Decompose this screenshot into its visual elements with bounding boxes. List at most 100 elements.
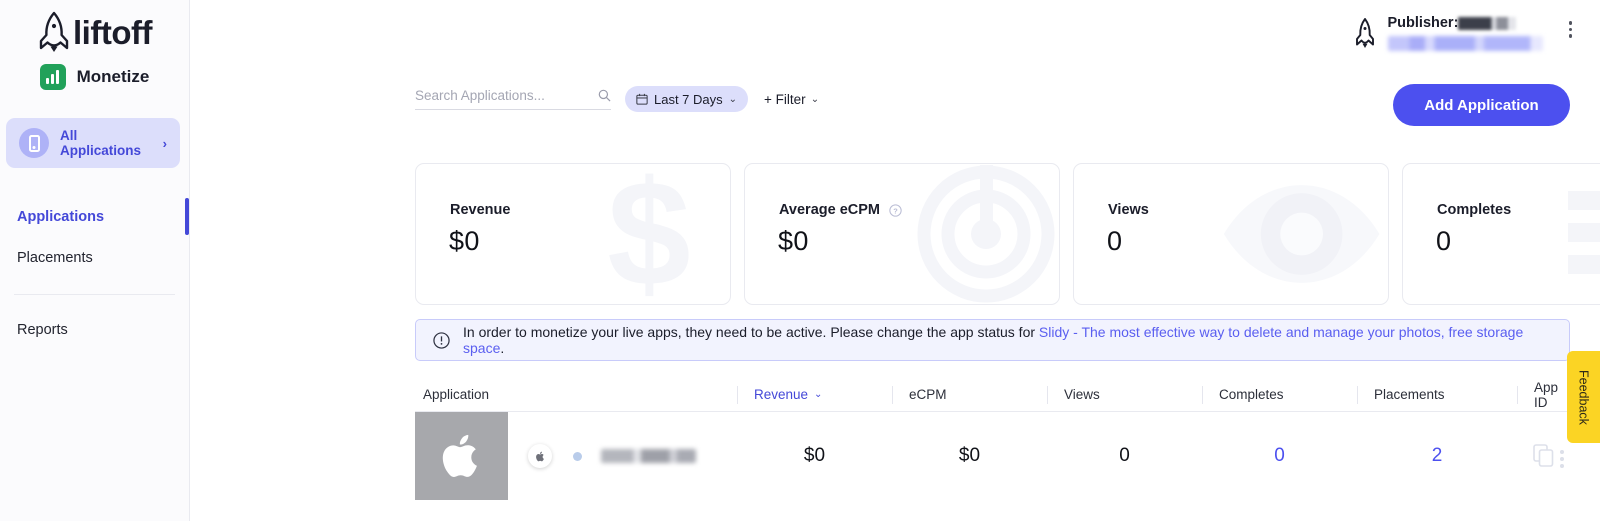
- date-range-label: Last 7 Days: [654, 91, 723, 107]
- apple-logo-icon: [442, 434, 477, 477]
- search-box[interactable]: [415, 88, 611, 110]
- search-icon[interactable]: [598, 89, 611, 102]
- sidebar-item-label: Reports: [17, 321, 68, 338]
- row-more-vertical-icon[interactable]: [1560, 450, 1564, 468]
- column-header-application[interactable]: Application: [423, 387, 490, 402]
- column-header-completes[interactable]: Completes: [1202, 385, 1357, 404]
- all-applications-label: All Applications: [60, 128, 142, 158]
- card-value: 0: [1436, 226, 1452, 256]
- column-header-revenue[interactable]: Revenue ⌄: [737, 385, 892, 404]
- main-content: Publisher:: [190, 0, 1600, 521]
- product-switcher[interactable]: Monetize: [0, 64, 189, 90]
- app-thumbnail: [415, 412, 508, 500]
- cell-ecpm: $0: [958, 445, 981, 466]
- chevron-down-icon: ⌄: [810, 93, 820, 105]
- platform-badge: [528, 444, 552, 468]
- sidebar: liftoff Monetize All Applications › Appl…: [0, 0, 190, 521]
- metric-card-revenue: $ Revenue $0: [415, 163, 731, 305]
- chevron-right-icon: ›: [162, 135, 167, 151]
- publisher-text: Publisher:: [1387, 9, 1543, 51]
- app-name-redacted: [601, 449, 696, 463]
- metric-cards: $ Revenue $0 Avera: [415, 163, 1600, 305]
- cell-application: [415, 412, 737, 500]
- sidebar-item-reports[interactable]: Reports: [0, 309, 189, 350]
- column-header-views[interactable]: Views: [1047, 385, 1202, 404]
- question-circle-icon[interactable]: ?: [889, 203, 902, 217]
- feedback-tab[interactable]: Feedback: [1567, 351, 1600, 443]
- cell-placements[interactable]: 2: [1431, 445, 1443, 466]
- sidebar-divider: [14, 294, 175, 295]
- metric-card-average-ecpm: Average eCPM ? $0: [744, 163, 1060, 305]
- filter-button[interactable]: + Filter ⌄: [764, 92, 819, 107]
- card-value: 0: [1107, 226, 1123, 256]
- cell-completes[interactable]: 0: [1274, 445, 1285, 466]
- alert-app-link[interactable]: Slidy - The most effective way to delete…: [463, 324, 1524, 356]
- status-alert-banner: In order to monetize your live apps, the…: [415, 319, 1570, 361]
- metric-card-completes: Completes 0: [1402, 163, 1600, 305]
- sidebar-nav: Applications Placements Reports: [0, 196, 189, 350]
- svg-text:$: $: [607, 167, 690, 302]
- table-header-divider: [415, 411, 1570, 412]
- calendar-icon: [636, 93, 648, 105]
- rocket-icon: [1355, 18, 1374, 48]
- column-header-app-id[interactable]: App ID: [1517, 380, 1570, 410]
- apple-logo-icon: [535, 451, 544, 461]
- rocket-icon: [39, 11, 69, 52]
- column-header-ecpm[interactable]: eCPM: [892, 385, 1047, 404]
- more-vertical-icon[interactable]: [1568, 21, 1572, 38]
- copy-icon[interactable]: [1532, 444, 1555, 468]
- brand-logo[interactable]: liftoff: [0, 0, 189, 56]
- chevron-down-icon: ⌄: [814, 389, 823, 400]
- card-title: Revenue: [450, 202, 510, 218]
- alert-text-before: In order to monetize your live apps, the…: [463, 324, 1039, 340]
- product-label: Monetize: [76, 67, 150, 86]
- toolbar: Last 7 Days ⌄ + Filter ⌄: [415, 86, 1570, 112]
- card-title-text: Revenue: [450, 202, 511, 218]
- bar-chart-icon: [39, 64, 66, 90]
- publisher-label: Publisher:: [1387, 15, 1459, 31]
- alert-text-after: .: [500, 340, 505, 356]
- brand-name: liftoff: [73, 13, 152, 51]
- target-watermark: [890, 164, 1059, 304]
- sidebar-item-label: Placements: [17, 249, 93, 266]
- publisher-info[interactable]: Publisher:: [1354, 9, 1572, 51]
- card-title-text: Views: [1108, 202, 1149, 218]
- card-title: Completes: [1437, 202, 1511, 218]
- sidebar-item-all-applications[interactable]: All Applications ›: [6, 118, 180, 168]
- publisher-name-redacted: [1458, 16, 1517, 30]
- alert-text: In order to monetize your live apps, the…: [463, 324, 1552, 356]
- sidebar-item-label: Applications: [17, 208, 105, 225]
- dollar-sign-watermark: $: [561, 164, 730, 304]
- date-range-picker[interactable]: Last 7 Days ⌄: [625, 86, 749, 112]
- applications-table: Application Revenue ⌄ eCPM Views Complet…: [415, 378, 1570, 500]
- card-value: $0: [778, 226, 809, 256]
- table-row[interactable]: $0 $0 0 0 2: [415, 412, 1570, 500]
- card-title: Average eCPM ?: [779, 202, 902, 218]
- cell-views: 0: [1119, 445, 1130, 466]
- card-title: Views: [1108, 202, 1149, 218]
- table-header-row: Application Revenue ⌄ eCPM Views Complet…: [415, 378, 1570, 411]
- search-input[interactable]: [415, 88, 598, 103]
- column-header-placements[interactable]: Placements: [1357, 385, 1517, 404]
- card-value: $0: [449, 226, 480, 256]
- svg-text:?: ?: [893, 206, 898, 215]
- sidebar-item-applications[interactable]: Applications: [0, 196, 189, 237]
- checklist-watermark: [1548, 164, 1600, 304]
- cell-app-id: [1517, 412, 1570, 500]
- metric-card-views: Views 0: [1073, 163, 1389, 305]
- sidebar-item-placements[interactable]: Placements: [0, 237, 189, 278]
- publisher-account-redacted: [1387, 36, 1543, 51]
- topbar: Publisher:: [190, 0, 1600, 66]
- card-title-text: Completes: [1437, 202, 1512, 218]
- add-application-button[interactable]: Add Application: [1393, 84, 1570, 126]
- status-dot: [573, 451, 582, 461]
- filter-label: + Filter: [764, 91, 806, 107]
- eye-watermark: [1219, 164, 1388, 304]
- alert-circle-icon: [433, 331, 450, 349]
- chevron-down-icon: ⌄: [728, 93, 738, 105]
- mobile-phone-icon: [19, 128, 49, 158]
- cell-revenue: $0: [803, 445, 826, 466]
- card-title-text: Average eCPM: [779, 202, 881, 218]
- feedback-label: Feedback: [1576, 369, 1591, 425]
